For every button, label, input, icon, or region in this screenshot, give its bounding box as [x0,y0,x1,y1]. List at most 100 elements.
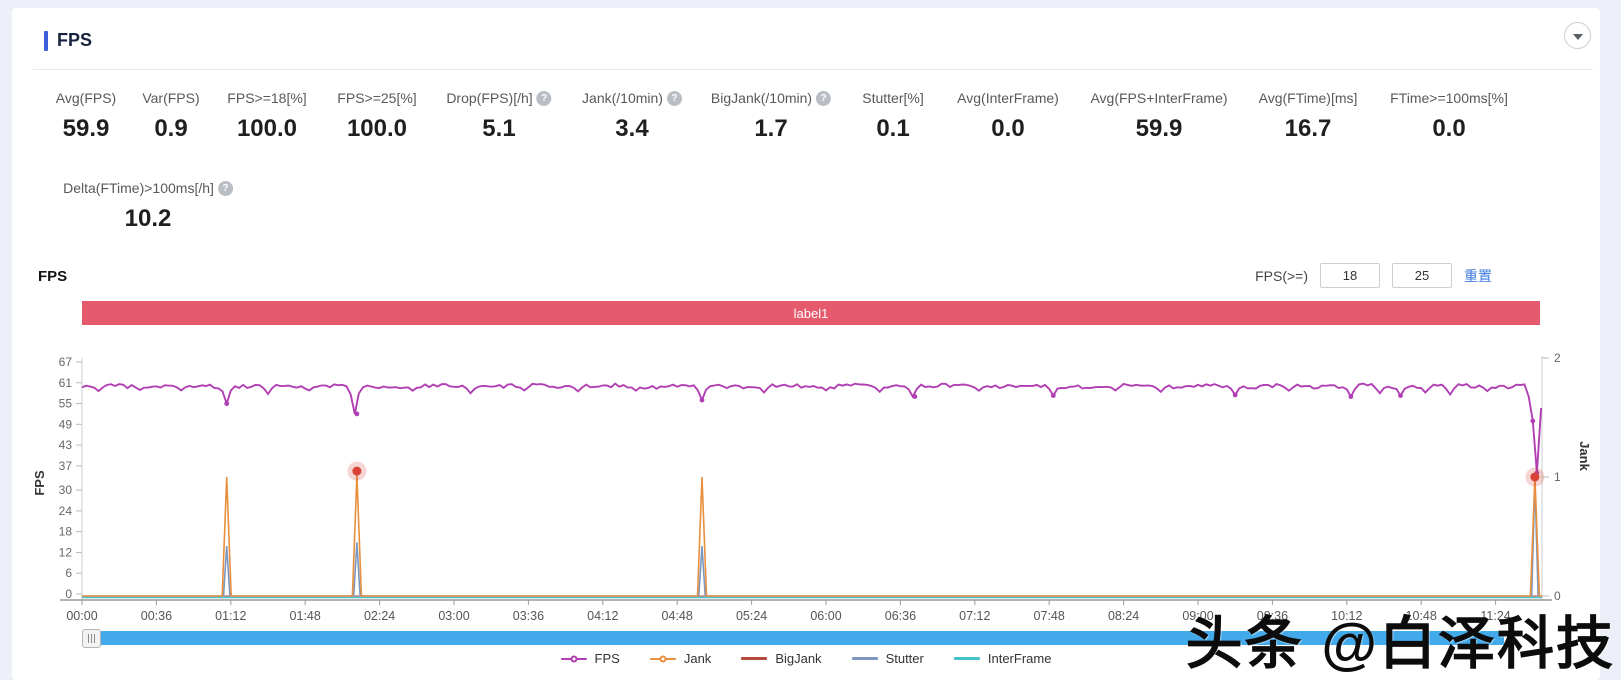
metric-label: Jank(/10min) [582,90,663,106]
x-tick-label: 10:12 [1331,609,1362,623]
fps-card: FPS Avg(FPS) 59.9 Var(FPS) 0.9 FPS>=18[%… [12,8,1600,680]
y-right-tick-label: 0 [1554,589,1561,603]
chart-legend: FPS Jank BigJank Stutter InterFrame [12,651,1600,666]
y-left-tick-label: 18 [59,525,73,539]
x-tick-label: 07:48 [1034,609,1065,623]
metric-avg-ftime: Avg(FTime)[ms] 16.7 [1259,90,1358,143]
help-icon[interactable]: ? [536,90,552,106]
y-left-tick-label: 6 [65,566,72,580]
x-tick-label: 04:48 [662,609,693,623]
help-icon[interactable]: ? [816,90,832,106]
metric-label: Stutter[%] [862,90,924,106]
metric-value: 0.0 [991,115,1025,142]
metric-label: FTime>=100ms[%] [1390,90,1508,106]
stutter-line-marker-icon [851,657,878,660]
metric-value: 0.9 [154,115,188,142]
metric-value: 1.7 [754,115,788,142]
metric-label: Avg(FPS) [55,90,117,106]
x-tick-label: 09:36 [1257,609,1288,623]
jank-series [82,474,1542,597]
x-tick-label: 06:00 [810,609,841,623]
metric-drop-fps: Drop(FPS)[/h]? 5.1 [446,90,552,143]
x-tick-label: 04:12 [587,609,618,623]
x-tick-label: 01:12 [215,609,246,623]
legend-label: Stutter [885,651,924,666]
y-right-tick-label: 2 [1554,351,1561,365]
drag-grip-icon [94,634,95,643]
y-right-tick-label: 1 [1554,470,1561,484]
fps-threshold-input-2[interactable] [1392,263,1452,288]
x-tick-label: 01:48 [290,609,321,623]
interframe-line-marker-icon [953,657,980,660]
x-tick-label: 03:00 [438,609,469,623]
metric-label: Avg(FTime)[ms] [1258,90,1358,106]
metric-avg-fps-interframe: Avg(FPS+InterFrame) 59.9 [1090,90,1227,143]
y-left-tick-label: 0 [65,587,72,601]
metric-label: Drop(FPS)[/h] [446,90,533,106]
x-tick-label: 03:36 [513,609,544,623]
metric-label: BigJank(/10min) [710,90,813,106]
chevron-down-icon [1572,33,1583,40]
y-right-axis-label: Jank [1577,441,1592,471]
x-tick-label: 08:24 [1108,609,1139,623]
x-tick-label: 02:24 [364,609,395,623]
metric-bigjank: BigJank(/10min)? 1.7 [710,90,832,143]
collapse-button[interactable] [1564,22,1591,49]
fps-series [81,382,1543,473]
metric-value: 0.1 [876,115,910,142]
legend-item-fps[interactable]: FPS [560,651,620,666]
metric-value: 59.9 [1135,115,1183,142]
bigjank-line-marker-icon [741,657,768,660]
label1-band: label1 [82,301,1540,325]
y-left-tick-label: 37 [59,459,73,473]
y-left-tick-label: 55 [59,397,73,411]
range-scrollbar[interactable] [100,631,1504,645]
y-left-tick-label: 67 [59,355,73,369]
legend-item-stutter[interactable]: Stutter [851,651,924,666]
reset-link[interactable]: 重置 [1464,267,1492,284]
jank-line-marker-icon [649,655,676,662]
metric-avg-fps: Avg(FPS) 59.9 [56,90,116,143]
bigjank-event-markers [347,461,1545,487]
legend-item-interframe[interactable]: InterFrame [953,651,1052,666]
stutter-series [82,480,1542,597]
metric-var-fps: Var(FPS) 0.9 [142,90,199,143]
legend-label: Jank [683,651,712,666]
y-left-tick-label: 61 [59,376,73,390]
header-divider [33,69,1593,70]
y-left-tick-label: 49 [59,417,73,431]
metric-avg-interframe: Avg(InterFrame) 0.0 [957,90,1059,143]
legend-label: InterFrame [987,651,1052,666]
metric-value: 100.0 [236,115,298,142]
metric-fps-ge-25: FPS>=25[%] 100.0 [337,90,416,143]
y-left-tick-label: 24 [59,504,73,518]
x-tick-label: 09:00 [1182,609,1213,623]
legend-item-jank[interactable]: Jank [649,651,712,666]
x-tick-label: 11:24 [1480,609,1510,623]
fps-threshold-label: FPS(>=) [1255,267,1308,284]
legend-label: FPS [594,651,620,666]
fps-line-marker-icon [560,655,587,662]
metric-delta-ftime: Delta(FTime)>100ms[/h]? 10.2 [63,180,233,233]
legend-item-bigjank[interactable]: BigJank [741,651,822,666]
x-tick-label: 05:24 [736,609,767,623]
legend-label: BigJank [775,651,822,666]
metric-label: Avg(InterFrame) [957,90,1059,106]
fps-threshold-controls: FPS(>=) 重置 [1255,263,1492,288]
metric-label: Var(FPS) [142,90,200,106]
metric-value: 16.7 [1284,115,1332,142]
fps-threshold-input-1[interactable] [1320,263,1380,288]
help-icon[interactable]: ? [666,90,682,106]
y-left-axis-label: FPS [32,470,47,496]
range-drag-handle[interactable] [82,629,101,648]
metric-label: FPS>=25[%] [337,90,417,106]
metric-value: 10.2 [124,205,172,232]
y-left-tick-label: 43 [59,438,73,452]
metric-value: 100.0 [346,115,408,142]
help-icon[interactable]: ? [217,180,233,196]
fps-dip-markers [224,392,1540,476]
metric-label: Delta(FTime)>100ms[/h] [63,180,214,196]
